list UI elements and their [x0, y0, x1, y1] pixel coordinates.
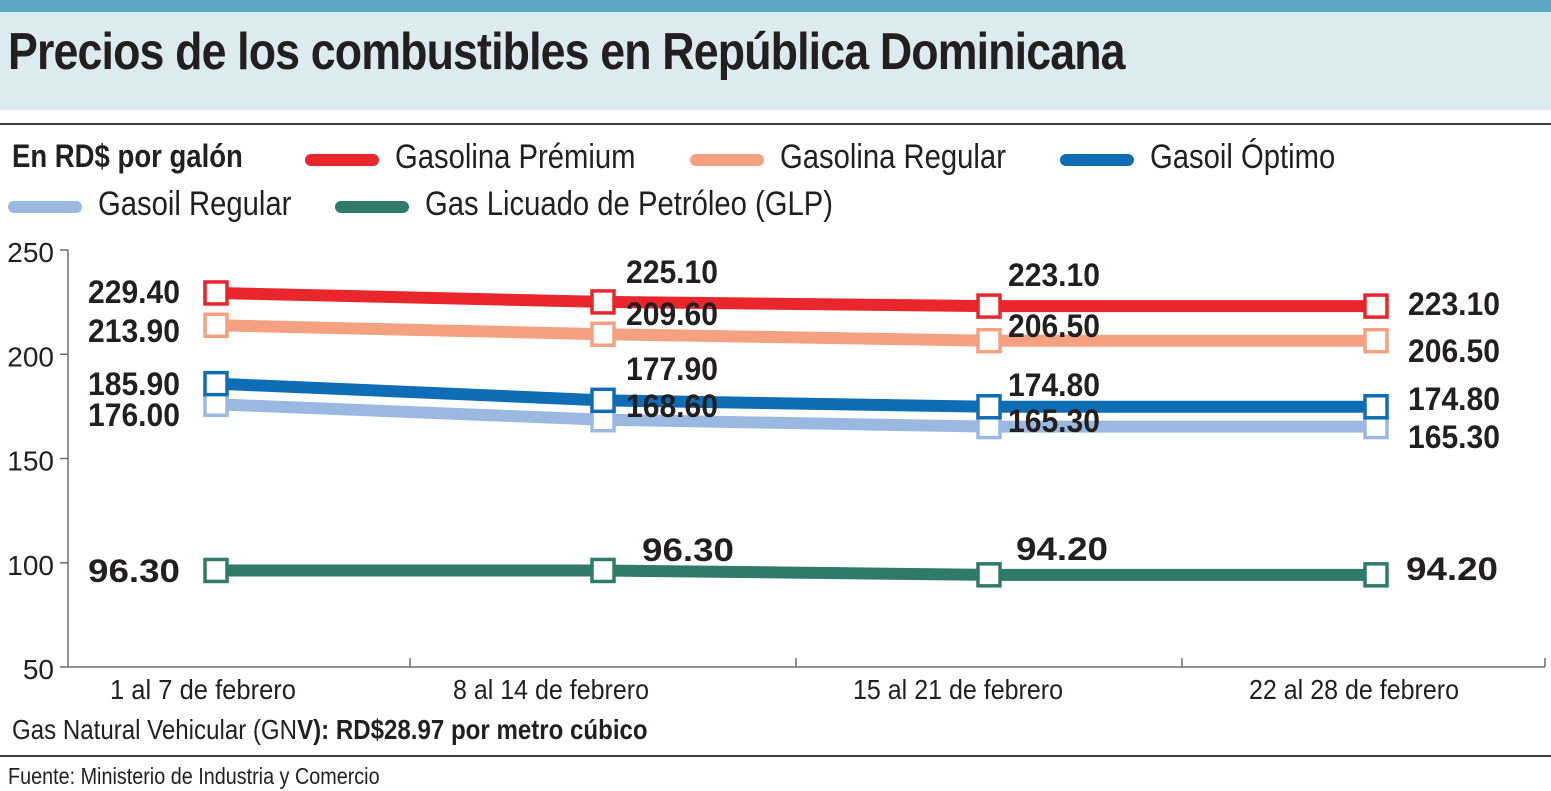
footer-divider: [0, 755, 1551, 757]
data-label: 96.30: [642, 532, 734, 568]
unit-label: En RD$ por galón: [12, 138, 243, 174]
series-line-4: [216, 564, 1376, 581]
data-point-marker: [203, 280, 229, 306]
x-tick-label: 15 al 21 de febrero: [853, 674, 1063, 705]
legend-label: Gasolina Regular: [780, 138, 1006, 176]
data-label: 223.10: [1408, 286, 1500, 322]
source-note: Fuente: Ministerio de Industria y Comerc…: [8, 763, 380, 789]
data-point-marker: [1363, 293, 1389, 319]
data-point-marker: [203, 312, 229, 339]
data-point-marker: [976, 293, 1002, 319]
data-label: 165.30: [1008, 403, 1100, 439]
data-point-marker: [976, 562, 1002, 588]
data-label: 185.90: [88, 366, 180, 402]
data-label: 94.20: [1016, 531, 1108, 567]
data-label: 225.10: [626, 254, 718, 290]
legend-label: Gasoil Óptimo: [1150, 138, 1336, 176]
data-point-marker: [976, 394, 1002, 420]
data-point-marker: [976, 327, 1002, 354]
data-label: 176.00: [88, 397, 180, 433]
data-label: 229.40: [88, 274, 180, 310]
data-point-marker: [203, 391, 229, 418]
y-tick-label: 250: [7, 237, 54, 268]
series-line-2: [215, 377, 1376, 413]
x-tick-label: 1 al 7 de febrero: [110, 674, 296, 705]
data-point-marker: [203, 557, 229, 584]
data-label: 94.20: [1406, 551, 1498, 587]
gnv-note: Gas Natural Vehicular (GNV): RD$28.97 po…: [12, 714, 648, 746]
data-label: 96.30: [88, 553, 180, 589]
y-tick-label: 200: [7, 341, 54, 372]
data-point-marker: [590, 387, 616, 414]
legend-swatch-gasoil-regular: [8, 201, 82, 213]
legend-swatch-gasoil-optimo: [1060, 154, 1134, 166]
series-line-3: [215, 398, 1376, 433]
data-point-marker: [590, 557, 616, 584]
series-line-1: [215, 319, 1376, 347]
legend-label: Gas Licuado de Petróleo (GLP): [425, 185, 833, 223]
header-band: [0, 12, 1551, 110]
y-tick-label: 150: [7, 446, 54, 477]
data-point-marker: [1363, 327, 1389, 354]
chart-title: Precios de los combustibles en República…: [8, 23, 1126, 81]
legend-label: Gasolina Prémium: [395, 138, 636, 176]
data-label: 213.90: [88, 313, 180, 349]
legend-swatch-gasolina-regular: [690, 154, 764, 166]
data-label: 209.60: [626, 296, 718, 332]
top-accent-bar: [0, 0, 1551, 12]
data-point-marker: [1363, 562, 1389, 588]
x-tick-label: 22 al 28 de febrero: [1249, 674, 1459, 705]
data-label: 177.90: [626, 351, 718, 387]
gnv-note-prefix: Gas Natural Vehicular (GN: [12, 714, 298, 745]
legend-swatch-gasolina-premium: [305, 154, 379, 166]
data-point-marker: [203, 370, 229, 397]
data-label: 168.60: [626, 388, 718, 424]
legend-label: Gasoil Regular: [98, 185, 292, 223]
data-point-marker: [1363, 394, 1389, 420]
data-label: 165.30: [1408, 419, 1500, 455]
data-label: 174.80: [1008, 367, 1100, 403]
legend-swatch-glp: [335, 201, 409, 213]
data-label: 206.50: [1008, 308, 1100, 344]
data-label: 223.10: [1008, 257, 1100, 293]
y-tick-label: 50: [23, 654, 54, 685]
header-divider: [0, 123, 1551, 125]
y-tick-label: 100: [7, 550, 54, 581]
data-point-marker: [590, 321, 616, 347]
gnv-note-value: V): RD$28.97 por metro cúbico: [297, 714, 648, 745]
data-label: 206.50: [1408, 333, 1500, 369]
data-label: 174.80: [1408, 381, 1500, 417]
series-line-0: [215, 286, 1376, 313]
data-point-marker: [590, 289, 616, 315]
x-tick-label: 8 al 14 de febrero: [453, 674, 649, 705]
